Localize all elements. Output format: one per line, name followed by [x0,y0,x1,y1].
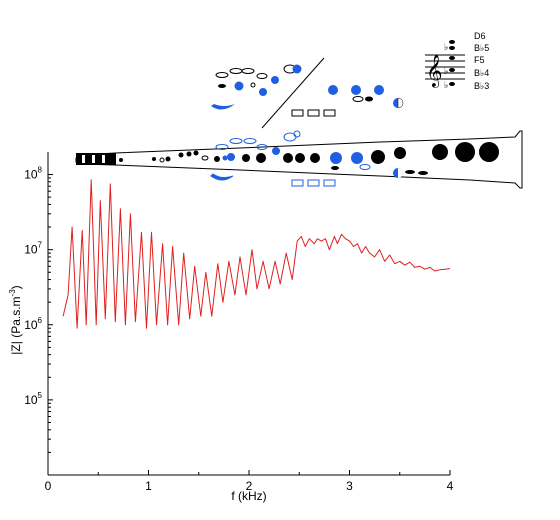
note-label: B♭5 [474,43,489,53]
impedance-series-line [62,179,451,329]
y-axis-label-main: |Z| (Pa.s.m [9,296,23,354]
svg-text:♭: ♭ [444,66,448,76]
x-tick-label: 4 [447,479,454,493]
y-tick-label: 107 [24,241,42,257]
y-tick-label: 105 [24,391,42,407]
clarinet-key-blue [222,155,228,161]
clarinet-tone-holes [119,142,499,175]
y-axis-label-tail: ) [9,285,23,289]
key-schematic [211,57,404,129]
svg-text:♭: ♭ [444,80,448,90]
y-axis-label: |Z| (Pa.s.m-3) [8,285,23,354]
note-label: D6 [474,31,486,41]
mouthpiece-ring [102,155,105,163]
mouthpiece-ring [92,155,95,163]
series-group [62,179,451,329]
mouthpiece-ring [82,155,85,163]
treble-clef-icon: 𝄞 [426,54,443,88]
clarinet-keys-blue [210,130,336,187]
y-ticks: 105 106 107 108 [24,166,53,407]
music-staff: 𝄞 ♭ ♭ ♭ D6 B♭5 F5 B♭4 B♭3 [425,31,489,91]
y-tick-label: 108 [24,166,42,182]
svg-text:♭: ♭ [444,42,448,52]
y-axis-label-sup: -3 [8,289,17,297]
x-ticks: 0 1 2 3 4 [45,470,454,493]
note-label: F5 [474,55,485,65]
x-tick-label: 3 [346,479,353,493]
note-label: B♭3 [474,81,489,91]
clarinet-key-half [393,168,403,178]
x-tick-label: 1 [145,479,152,493]
x-axis-label: f (kHz) [231,489,266,503]
x-tick-label: 2 [246,479,253,493]
chart-axes [47,152,450,476]
x-tick-label: 0 [45,479,52,493]
y-tick-label: 106 [24,316,42,332]
y-minor-ticks [48,177,51,453]
clarinet-mouthpiece [76,153,116,165]
note-label: B♭4 [474,68,489,78]
clarinet-diagram: 𝄞 ♭ ♭ ♭ D6 B♭5 F5 B♭4 B♭3 [75,31,523,189]
